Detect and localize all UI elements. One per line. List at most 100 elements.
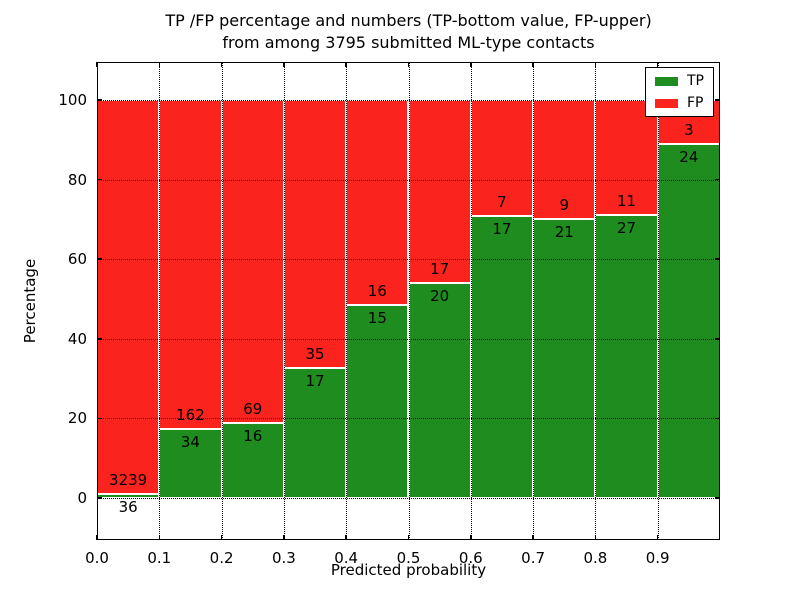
x-tick-label: 0.7 [521, 549, 546, 567]
vertical-gridline [346, 62, 348, 540]
x-tick-mark-top [220, 62, 223, 67]
tp-bar-segment [283, 367, 347, 498]
x-tick-label: 0.5 [396, 549, 421, 567]
vertical-gridline [283, 62, 285, 540]
vertical-gridline [533, 62, 535, 540]
y-tick-mark [97, 258, 102, 260]
vertical-gridline [595, 62, 597, 540]
y-tick-label: 80 [67, 170, 87, 189]
fp-bar-segment [159, 100, 222, 429]
vertical-gridline [221, 62, 223, 540]
tp-count-label: 34 [180, 432, 200, 451]
tp-count-label: 17 [305, 371, 325, 390]
legend-item-tp: TP [655, 74, 704, 88]
vertical-gridline [408, 62, 410, 540]
tp-count-label: 20 [430, 286, 450, 305]
y-tick-label: 100 [58, 91, 87, 109]
x-tick-mark-top [532, 62, 534, 67]
y-tick-label: 60 [67, 250, 87, 269]
horizontal-gridline [97, 418, 720, 420]
legend-label-tp: TP [687, 73, 704, 89]
fp-count-label: 11 [616, 192, 637, 211]
x-tick-label: 0.2 [209, 549, 234, 567]
x-tick-label: 0.9 [645, 549, 670, 567]
x-tick-label: 0.6 [458, 549, 483, 567]
fp-bar-segment [283, 100, 347, 368]
x-tick-mark-top [470, 62, 472, 67]
tp-count-label: 16 [243, 427, 263, 446]
x-tick-mark-top [283, 62, 285, 67]
fp-bar-segment [97, 100, 160, 494]
x-tick-mark [283, 535, 285, 540]
tp-bar-segment [533, 219, 596, 498]
fp-bar-segment [221, 100, 284, 424]
fp-count-label: 3239 [109, 470, 148, 489]
y-tick-mark-right [715, 178, 720, 181]
tp-bar-segment [221, 423, 284, 498]
x-tick-mark-top [96, 62, 98, 67]
tp-count-label: 21 [554, 223, 574, 242]
y-tick-mark [97, 178, 102, 181]
y-tick-mark-right [715, 497, 720, 499]
fp-count-label: 9 [559, 196, 570, 215]
fp-count-label: 35 [305, 344, 325, 363]
fp-bar-segment [595, 100, 658, 216]
chart-title-line1: TP /FP percentage and numbers (TP-bottom… [165, 11, 652, 30]
y-tick-mark-right [715, 338, 720, 340]
legend: TP FP [645, 67, 714, 117]
vertical-gridline [470, 62, 472, 540]
x-tick-mark [656, 535, 659, 540]
chart-title-line2: from among 3795 submitted ML-type contac… [222, 33, 595, 52]
x-tick-mark [220, 535, 223, 540]
x-axis-label: Predicted probability [330, 561, 487, 579]
fp-bar-segment [346, 100, 409, 306]
x-tick-mark [594, 535, 597, 540]
y-tick-mark [97, 338, 102, 340]
y-tick-mark-right [715, 99, 720, 101]
x-tick-mark [345, 535, 347, 540]
fp-count-label: 7 [497, 193, 507, 212]
x-tick-mark [532, 535, 534, 540]
tp-bar-segment [657, 144, 720, 498]
x-tick-mark-top [656, 62, 659, 67]
x-tick-label: 0.8 [583, 549, 608, 567]
x-tick-mark [96, 535, 98, 540]
x-tick-label: 0.4 [334, 549, 359, 567]
horizontal-gridline [97, 338, 720, 340]
x-tick-mark-top [594, 62, 597, 67]
y-tick-label: 20 [67, 409, 87, 428]
y-tick-mark-right [715, 417, 720, 420]
tp-count-label: 27 [616, 219, 637, 238]
x-tick-label: 0.3 [271, 549, 296, 567]
legend-item-fp: FP [655, 96, 704, 110]
x-tick-mark-top [345, 62, 347, 67]
fp-color-swatch [655, 98, 678, 108]
horizontal-gridline [97, 100, 720, 101]
chart-title: TP /FP percentage and numbers (TP-bottom… [97, 10, 720, 54]
x-tick-mark [470, 535, 472, 540]
x-tick-mark-top [407, 62, 410, 67]
tp-count-label: 36 [118, 497, 138, 516]
fp-count-label: 162 [176, 405, 205, 424]
y-tick-mark [97, 99, 102, 101]
x-tick-mark-top [158, 62, 161, 67]
tp-count-label: 15 [367, 309, 387, 328]
horizontal-gridline [97, 179, 720, 181]
fp-bar-segment [408, 100, 471, 283]
y-tick-mark-right [715, 258, 720, 260]
tp-count-label: 17 [492, 220, 512, 239]
fp-count-label: 3 [684, 121, 694, 140]
fp-count-label: 17 [430, 259, 450, 278]
tp-bar-segment [159, 428, 222, 498]
y-tick-mark [97, 497, 102, 499]
y-tick-mark [97, 417, 102, 420]
y-tick-label: 0 [77, 489, 87, 507]
horizontal-gridline [97, 259, 720, 261]
x-tick-label: 0.0 [85, 549, 109, 567]
x-tick-label: 0.1 [147, 549, 172, 567]
horizontal-gridline [97, 498, 720, 499]
vertical-gridline [657, 62, 659, 540]
legend-label-fp: FP [687, 95, 704, 111]
x-tick-mark [158, 535, 161, 540]
